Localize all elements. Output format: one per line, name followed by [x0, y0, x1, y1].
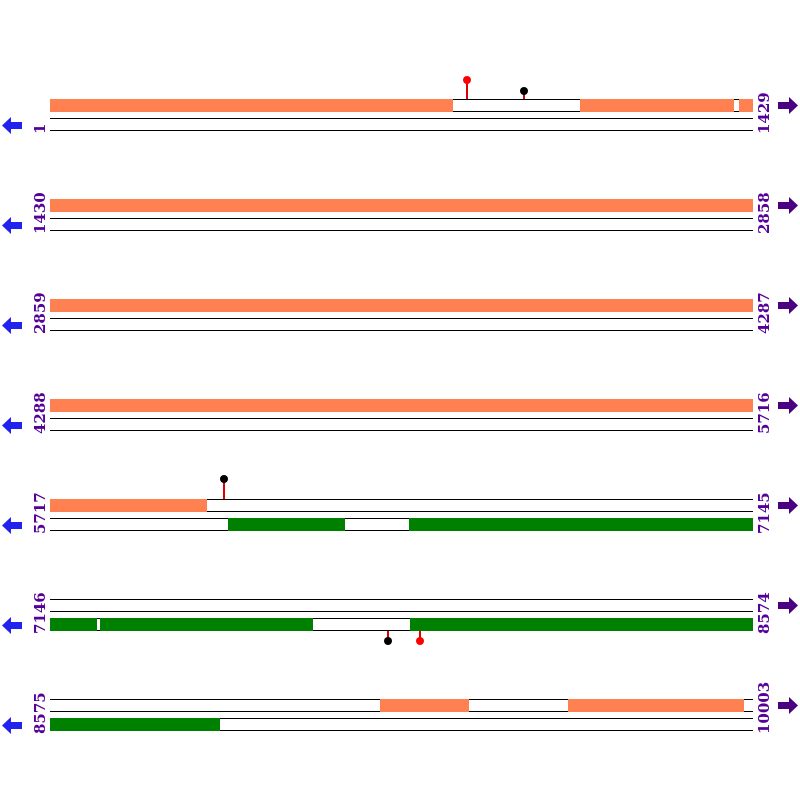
- track-line: [50, 511, 753, 512]
- lollipop-stem: [466, 83, 468, 99]
- sequence-row: 1 1429: [0, 76, 800, 159]
- sequence-row: 7146 8574: [0, 592, 800, 659]
- row-end-position: 10003: [755, 681, 773, 734]
- lollipop-stem: [523, 94, 525, 99]
- track-line: [50, 118, 753, 119]
- scroll-left-arrow[interactable]: [2, 417, 22, 434]
- feature-bar-orange: [380, 699, 469, 712]
- track-line: [50, 611, 753, 612]
- row-end-position: 7145: [755, 492, 773, 534]
- track-line: [50, 718, 753, 719]
- track-line: [50, 218, 753, 219]
- scroll-right-arrow[interactable]: [778, 497, 798, 514]
- track-line: [50, 618, 753, 619]
- lollipop-dot-black: [520, 87, 528, 95]
- track-lane-bottom: [50, 118, 753, 131]
- feature-bar-orange: [50, 199, 753, 212]
- scroll-right-arrow[interactable]: [778, 297, 798, 314]
- scroll-right-arrow[interactable]: [778, 197, 798, 214]
- sequence-row: 8575 10003: [0, 682, 800, 759]
- row-start-position: 2859: [31, 292, 49, 334]
- feature-bar-orange: [50, 499, 207, 512]
- track-lane-top: [50, 499, 753, 512]
- scroll-left-arrow[interactable]: [2, 617, 22, 634]
- row-start-position: 5717: [31, 492, 49, 534]
- track-line: [50, 499, 753, 500]
- track-line: [50, 599, 753, 600]
- row-start-position: 7146: [31, 592, 49, 634]
- track-line: [50, 418, 753, 419]
- feature-bar-green: [50, 618, 97, 631]
- lollipop-dot-red: [416, 637, 424, 645]
- track-line: [50, 318, 753, 319]
- row-end-position: 1429: [755, 92, 773, 134]
- sequence-row: 1430 2858: [0, 192, 800, 259]
- track-lane-bottom: [50, 618, 753, 631]
- row-end-position: 4287: [755, 292, 773, 334]
- feature-bar-green: [410, 618, 753, 631]
- feature-bar-green: [409, 518, 753, 531]
- track-line: [50, 518, 753, 519]
- sequence-row: 4288 5716: [0, 392, 800, 459]
- track-lane-bottom: [50, 218, 753, 231]
- row-start-position: 1: [31, 123, 49, 134]
- track-lane-top: [50, 699, 753, 712]
- track-lane-top: [50, 299, 753, 312]
- track-lane-bottom: [50, 318, 753, 331]
- scroll-left-arrow[interactable]: [2, 117, 22, 134]
- scroll-left-arrow[interactable]: [2, 317, 22, 334]
- lollipop-dot-black: [384, 637, 392, 645]
- lollipop-dot-red: [463, 76, 471, 84]
- scroll-right-arrow[interactable]: [778, 397, 798, 414]
- lollipop-stem: [387, 631, 389, 638]
- feature-bar-orange: [739, 99, 753, 112]
- track-line: [50, 630, 753, 631]
- track-line: [50, 530, 753, 531]
- scroll-right-arrow[interactable]: [778, 597, 798, 614]
- scroll-left-arrow[interactable]: [2, 517, 22, 534]
- scroll-left-arrow[interactable]: [2, 717, 22, 734]
- scroll-right-arrow[interactable]: [778, 697, 798, 714]
- track-line: [50, 230, 753, 231]
- scroll-right-arrow[interactable]: [778, 97, 798, 114]
- track-lane-bottom: [50, 718, 753, 731]
- track-lane-bottom: [50, 418, 753, 431]
- track-lane-top: [50, 199, 753, 212]
- feature-bar-orange: [568, 699, 744, 712]
- feature-bar-green: [50, 718, 220, 731]
- track-line: [50, 430, 753, 431]
- sequence-row: 5717 7145: [0, 475, 800, 559]
- track-lane-top: [50, 99, 753, 112]
- row-end-position: 2858: [755, 192, 773, 234]
- feature-bar-green: [228, 518, 345, 531]
- scroll-left-arrow[interactable]: [2, 217, 22, 234]
- row-start-position: 1430: [31, 192, 49, 234]
- feature-bar-orange: [50, 399, 753, 412]
- lollipop-stem: [223, 482, 225, 499]
- track-line: [50, 130, 753, 131]
- row-end-position: 5716: [755, 392, 773, 434]
- lollipop-dot-black: [220, 475, 228, 483]
- lollipop-stem: [419, 631, 421, 638]
- feature-bar-orange: [580, 99, 734, 112]
- row-start-position: 8575: [31, 692, 49, 734]
- track-lane-top: [50, 599, 753, 612]
- track-lane-top: [50, 399, 753, 412]
- row-start-position: 4288: [31, 392, 49, 434]
- track-line: [50, 330, 753, 331]
- feature-bar-orange: [50, 99, 453, 112]
- track-line: [50, 730, 753, 731]
- feature-bar-green: [100, 618, 313, 631]
- track-lane-bottom: [50, 518, 753, 531]
- sequence-row: 2859 4287: [0, 292, 800, 359]
- feature-bar-orange: [50, 299, 753, 312]
- row-end-position: 8574: [755, 592, 773, 634]
